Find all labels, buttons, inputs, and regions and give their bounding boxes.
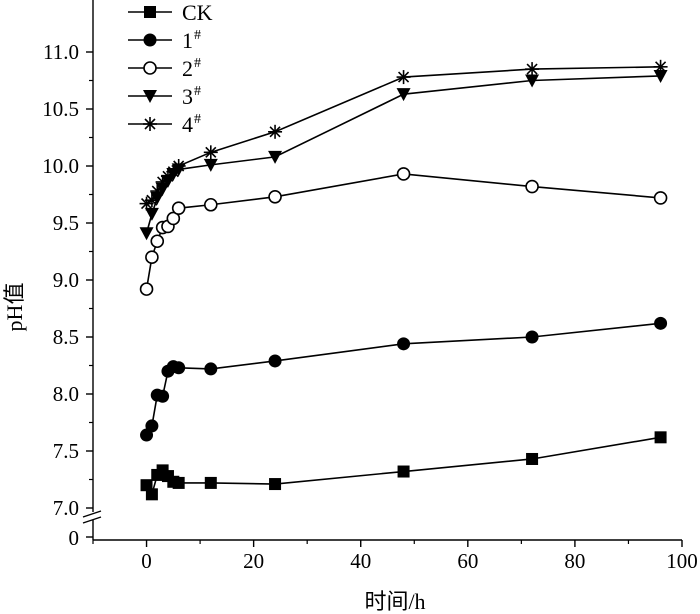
x-tick-label: 40 [350, 549, 371, 573]
legend-marker [143, 90, 157, 103]
y-tick-label: 11.0 [43, 40, 79, 64]
data-point [525, 74, 540, 88]
data-point [172, 361, 186, 375]
data-point [203, 158, 218, 172]
data-point [268, 354, 282, 368]
series-2 [139, 167, 668, 296]
data-point [396, 70, 411, 85]
legend-entry: 2 # [128, 56, 201, 81]
data-point [269, 478, 282, 491]
legend-marker [143, 33, 157, 47]
y-tick-label: 9.5 [53, 211, 79, 235]
legend-marker [143, 61, 157, 75]
data-point [166, 211, 181, 226]
legend-label: 3 [182, 84, 193, 109]
legend-label-sup: # [194, 84, 201, 99]
data-point [653, 69, 668, 83]
data-point [145, 250, 159, 265]
data-point [396, 88, 411, 102]
y-tick-label: 7.0 [53, 496, 79, 520]
y-tick-label: 8.5 [53, 325, 79, 349]
series-ck [140, 431, 667, 501]
legend-label: CK [182, 0, 213, 25]
x-tick-label: 80 [564, 549, 585, 573]
data-point [139, 282, 154, 296]
data-point [396, 167, 411, 181]
data-point [268, 124, 283, 139]
plot-series [139, 59, 668, 501]
y-tick-label: 8.0 [53, 382, 79, 406]
y-tick-label: 0 [69, 526, 80, 550]
legend: CK1 #2 #3 #4 # [128, 0, 213, 137]
x-tick-label: 100 [666, 549, 698, 573]
data-point [145, 419, 159, 433]
data-point [268, 189, 282, 204]
data-point [140, 479, 153, 492]
legend-marker [143, 117, 157, 131]
axis-break-mark [82, 516, 102, 524]
data-point [171, 159, 186, 173]
data-point [145, 488, 158, 501]
y-tick-label: 9.0 [53, 268, 79, 292]
series-4 [139, 59, 668, 211]
data-point [397, 337, 411, 351]
legend-label-sup: # [194, 112, 201, 127]
series-line [146, 66, 661, 205]
data-point [525, 62, 540, 77]
data-point [526, 452, 539, 465]
data-point [653, 59, 668, 74]
y-tick-label: 7.5 [53, 439, 79, 463]
x-tick-label: 0 [141, 549, 152, 573]
data-point [171, 201, 186, 215]
data-point [172, 476, 185, 489]
legend-entry: 4 # [128, 112, 201, 137]
x-tick-label: 60 [457, 549, 478, 573]
data-point [204, 476, 217, 489]
data-point [203, 145, 218, 160]
series-3 [139, 69, 668, 241]
axis-break-gap [79, 512, 107, 520]
x-axis-title: 时间/h [364, 589, 425, 614]
data-point [525, 179, 539, 194]
data-point [156, 389, 170, 403]
legend-entry: CK [128, 0, 213, 25]
x-tick-label: 20 [243, 549, 264, 573]
axes: 7.0 7.5 8.0 8.5 9.0 9.5 10.0 10.5 11.0 0 0 20 40 60 80… [42, 0, 698, 573]
axis-break-mark [82, 510, 102, 518]
data-point [653, 191, 668, 205]
data-point [397, 465, 410, 478]
legend-label: 2 [182, 56, 193, 81]
data-point [654, 316, 668, 330]
series-1 [140, 316, 668, 442]
data-point [204, 362, 218, 376]
legend-entry: 1 # [128, 28, 201, 53]
legend-label: 1 [182, 28, 193, 53]
data-point [150, 234, 165, 249]
legend-marker [144, 6, 156, 18]
legend-label-sup: # [194, 56, 201, 71]
legend-label: 4 [182, 112, 193, 137]
legend-entry: 3 # [128, 84, 201, 109]
data-point [654, 431, 667, 444]
y-axis-title: pH值 [2, 283, 27, 332]
y-tick-label: 10.0 [42, 154, 79, 178]
data-point [139, 227, 154, 241]
y-tick-label: 10.5 [42, 97, 79, 121]
data-point [268, 150, 283, 164]
legend-label-sup: # [194, 28, 201, 43]
data-point [525, 330, 539, 344]
data-point [144, 207, 159, 221]
data-point [204, 197, 218, 212]
series-line [145, 173, 661, 290]
